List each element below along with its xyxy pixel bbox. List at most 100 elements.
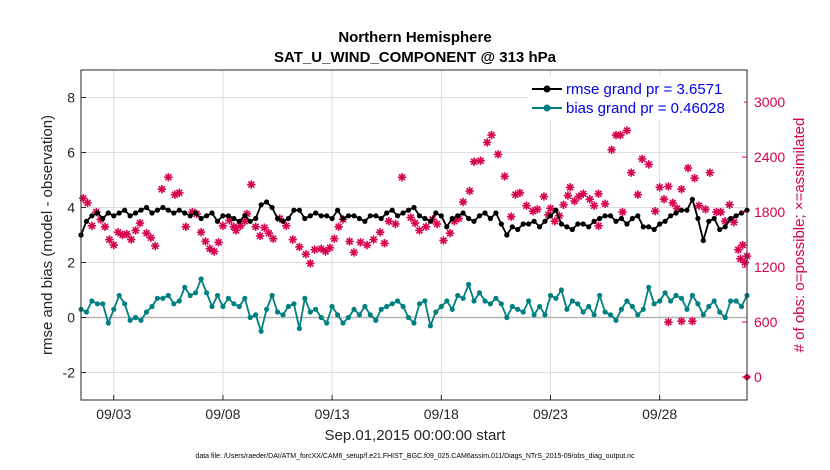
bias-point [629,303,636,310]
bias-point [466,281,472,288]
obs-point [255,231,265,241]
obs-point [644,160,653,169]
bias-point [558,287,565,293]
obs-point [522,201,531,210]
bias-point [405,314,412,321]
bias-point [564,306,570,312]
bias-point [476,290,483,296]
bias-point [706,303,712,310]
bias-point [313,306,319,312]
rmse-point [280,218,286,224]
bias-point [580,309,586,315]
rmse-point [695,215,701,222]
footer-data-file: data file: /Users/raeder/DAI/ATM_forcXX/… [195,453,635,460]
bias-point [100,301,106,307]
bias-point [89,298,95,304]
bias-point [504,314,510,321]
rmse-point [651,226,657,233]
obs-point [439,236,448,245]
obs-point [369,235,378,244]
rmse-point [154,207,160,213]
rmse-point [738,210,745,216]
rmse-point [504,232,510,238]
bias-point [94,301,100,307]
obs-point [330,234,339,243]
rmse-point [94,210,100,216]
bias-point [176,298,182,304]
obs-point [487,130,496,140]
obs-point [310,245,319,254]
bias-point [116,292,122,299]
plot-frame [80,69,748,401]
bias-point [509,303,515,310]
y-axis-label-left: rmse and bias (model - observation) [39,115,56,355]
obs-point [565,183,575,192]
rmse-point [422,215,428,222]
rmse-point [520,221,526,227]
rmse-point [405,207,412,213]
obs-point [214,238,223,247]
rmse-point [455,213,461,219]
rmse-point [673,210,679,216]
obs-point [406,213,415,222]
obs-point [563,191,573,200]
bias-point [542,312,548,318]
bias-point [416,301,423,307]
obs-point [594,221,603,231]
bias-point [324,320,330,326]
rmse-point [198,215,204,222]
bias-point [165,292,171,299]
obs-point [655,183,664,192]
rmse-point [411,204,417,211]
rmse-point [531,218,537,224]
rmse-point [171,210,177,216]
bias-point [487,301,493,307]
bias-series [78,276,750,334]
bias-point [657,298,663,304]
rmse-point [105,210,111,216]
rmse-point [340,215,346,222]
obs-point [725,200,734,209]
rmse-point [618,215,625,222]
legend-bias-marker [543,104,551,112]
rmse-point [389,207,395,213]
bias-point [362,303,368,310]
rmse-point [204,213,210,219]
obs-point [251,222,260,231]
rmse-series [78,196,750,244]
rmse-point [362,218,368,224]
y-tick-label-left: 2 [67,255,75,271]
bias-point [367,312,373,318]
bias-point [586,303,592,310]
rmse-point [493,210,499,216]
rmse-point [138,207,144,213]
rmse-point [613,218,619,224]
bias-point [689,292,696,299]
bias-point [684,306,690,312]
obs-point [664,317,673,327]
obs-point [109,240,118,250]
rmse-point [569,226,575,233]
x-tick-label: 09/03 [96,406,131,422]
obs-point [131,226,140,235]
bias-point [160,295,166,301]
rmse-point [296,207,302,213]
obs-point [362,240,372,250]
obs-point [600,199,610,209]
obs-point [716,207,725,217]
bias-point [618,306,625,312]
bias-point [471,298,477,304]
bias-point [733,298,739,304]
bias-point [498,301,504,307]
rmse-point [100,215,106,222]
rmse-point [466,215,472,222]
bias-point [214,292,221,299]
rmse-point [236,218,242,224]
obs-point [325,243,335,253]
obs-point [260,223,269,232]
bias-point [253,312,259,318]
obs-point [482,138,492,147]
legend: rmse grand pr = 3.6571 bias grand pr = 0… [528,76,744,120]
obs-point [146,233,156,242]
obs-point [559,200,568,209]
